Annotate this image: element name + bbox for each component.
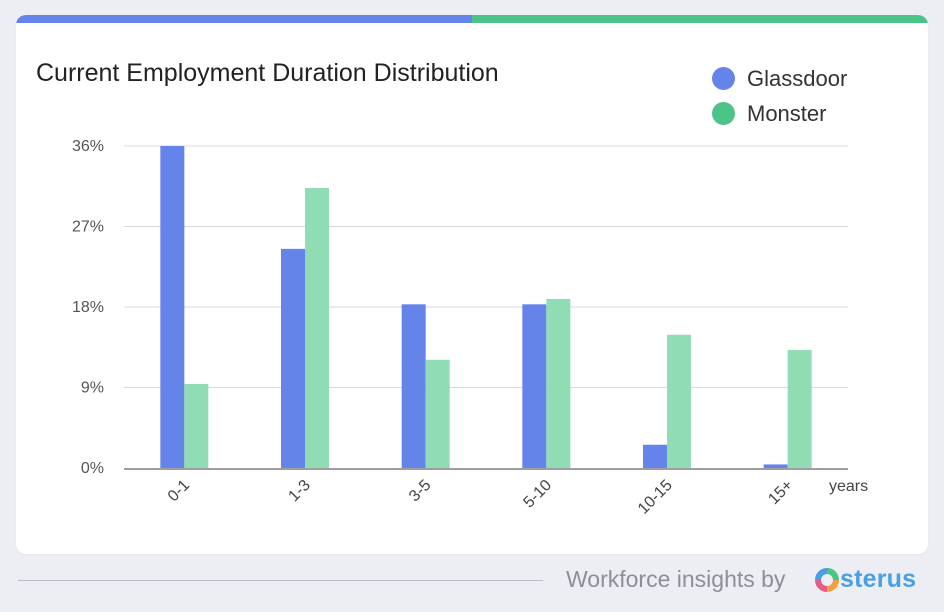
bar-monster bbox=[184, 383, 209, 468]
legend-label-glassdoor: Glassdoor bbox=[747, 65, 848, 91]
y-tick-label: 0% bbox=[81, 460, 104, 477]
chart-title: Current Employment Duration Distribution bbox=[36, 59, 499, 87]
brand-name: sterus bbox=[840, 565, 917, 593]
accent-bar-glassdoor bbox=[16, 15, 472, 23]
bar-monster bbox=[667, 334, 691, 468]
osterus-logo-icon bbox=[815, 567, 839, 592]
x-tick-label: 1-3 bbox=[285, 477, 313, 505]
legend-item-glassdoor: Glassdoor bbox=[712, 61, 847, 96]
bar-monster bbox=[425, 359, 450, 468]
bar-glassdoor bbox=[160, 146, 185, 468]
bar-glassdoor bbox=[522, 304, 547, 468]
x-tick-label: 15+ bbox=[765, 477, 796, 508]
bar-monster bbox=[305, 188, 329, 469]
x-tick-label: 0-1 bbox=[165, 477, 193, 505]
y-tick-label: 18% bbox=[72, 299, 104, 316]
bar-chart: 0% 9% 18% 27% 36% 0-1 1-3 3-5 5-10 10-15 15+ years bbox=[72, 138, 868, 518]
bar-glassdoor bbox=[643, 444, 667, 468]
y-tick-label: 9% bbox=[81, 380, 104, 397]
brand[interactable]: sterus bbox=[814, 565, 916, 594]
bar-glassdoor bbox=[281, 248, 305, 468]
bar-monster bbox=[787, 349, 812, 468]
y-tick-label: 27% bbox=[72, 219, 104, 236]
x-axis-label: years bbox=[829, 478, 868, 495]
x-tick-label: 10-15 bbox=[635, 477, 676, 518]
legend-label-monster: Monster bbox=[747, 100, 827, 126]
legend-dot-monster bbox=[712, 102, 735, 125]
chart-card: Current Employment Duration Distribution… bbox=[16, 15, 928, 554]
bar-glassdoor bbox=[401, 304, 426, 468]
footer-divider bbox=[18, 580, 543, 581]
legend: Glassdoor Monster bbox=[712, 61, 847, 131]
footer-text: Workforce insights by bbox=[566, 566, 786, 592]
legend-item-monster: Monster bbox=[712, 96, 847, 131]
x-tick-label: 3-5 bbox=[406, 477, 434, 505]
accent-bar bbox=[16, 15, 928, 23]
bar-glassdoor bbox=[763, 464, 788, 468]
x-tick-label: 5-10 bbox=[520, 477, 555, 512]
y-tick-label: 36% bbox=[72, 138, 104, 155]
accent-bar-monster bbox=[472, 15, 928, 23]
bar-monster bbox=[546, 298, 571, 468]
legend-dot-glassdoor bbox=[712, 67, 735, 90]
